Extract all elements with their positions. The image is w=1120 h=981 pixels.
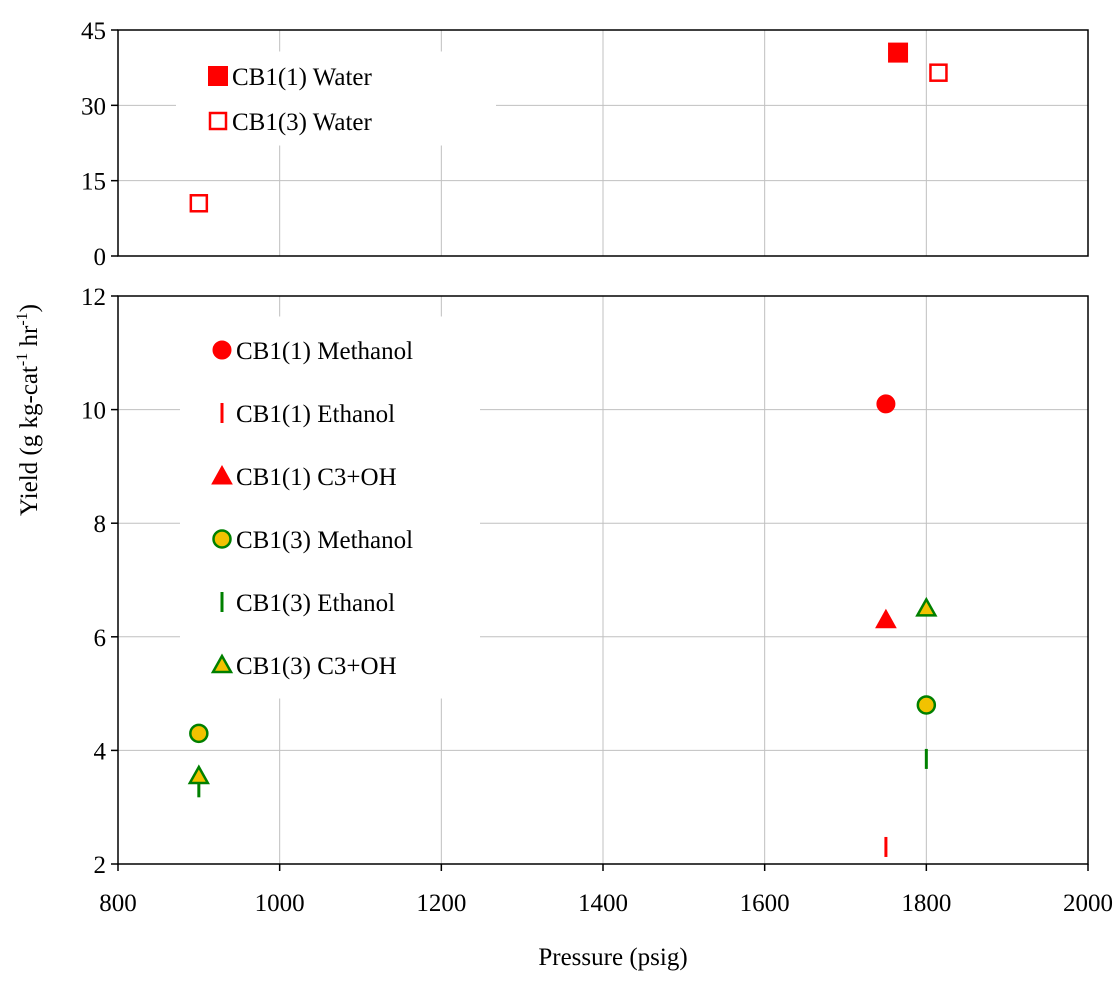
data-point <box>929 63 948 82</box>
x-tick-label: 1800 <box>901 890 951 917</box>
y-tick-label: 12 <box>81 284 106 311</box>
legend-background <box>176 51 496 146</box>
legend-marker <box>208 66 228 86</box>
y-axis-label: Yield (g kg-cat-1 hr-1) <box>14 304 43 516</box>
x-tick-label: 1200 <box>416 890 466 917</box>
y-tick-label: 8 <box>94 511 107 538</box>
data-point <box>187 764 210 785</box>
legend-marker <box>212 529 232 549</box>
legend-label: CB1(3) Ethanol <box>236 590 395 617</box>
legend-marker <box>212 340 232 360</box>
legend-label: CB1(3) Water <box>232 109 373 136</box>
panel-bottom: 2 4 6 8 10 12 800 1000 1200 1400 1600 1800 2000 Press… <box>81 284 1113 971</box>
data-point <box>876 394 896 414</box>
data-point <box>189 194 209 213</box>
x-tick-label: 2000 <box>1063 890 1113 917</box>
legend-label: CB1(3) C3+OH <box>236 653 397 680</box>
data-point <box>875 608 897 629</box>
legend-marker <box>208 111 228 131</box>
x-axis-label: Pressure (psig) <box>538 944 687 971</box>
x-tick-label: 1600 <box>740 890 790 917</box>
y-tick-label: 10 <box>81 398 106 425</box>
data-point <box>189 723 209 744</box>
data-point <box>888 42 909 63</box>
plot-frame <box>117 29 1089 257</box>
y-tick-label: 4 <box>94 738 107 765</box>
y-tick-label: 2 <box>94 852 107 879</box>
y-tick-label: 15 <box>81 169 106 196</box>
legend-label: CB1(1) C3+OH <box>236 464 397 491</box>
x-tick-label: 800 <box>99 890 137 917</box>
x-tick-label: 1400 <box>578 890 628 917</box>
panel-top: 0 15 30 45 CB1(1) Water CB1(3) Water <box>81 18 1089 271</box>
legend-marker <box>211 464 233 485</box>
x-tick-label: 1000 <box>255 890 305 917</box>
legend-marker <box>210 653 234 674</box>
y-tick-label: 30 <box>81 93 106 120</box>
legend-label: CB1(3) Methanol <box>236 527 413 554</box>
y-tick-label: 45 <box>81 18 106 45</box>
legend-label: CB1(1) Ethanol <box>236 401 395 428</box>
y-tick-label: 6 <box>94 625 107 652</box>
y-tick-label: 0 <box>94 244 107 271</box>
legend-background <box>180 316 480 699</box>
data-point <box>916 695 937 715</box>
legend-label: CB1(1) Methanol <box>236 338 413 365</box>
legend-label: CB1(1) Water <box>232 64 373 91</box>
data-point <box>915 596 938 617</box>
